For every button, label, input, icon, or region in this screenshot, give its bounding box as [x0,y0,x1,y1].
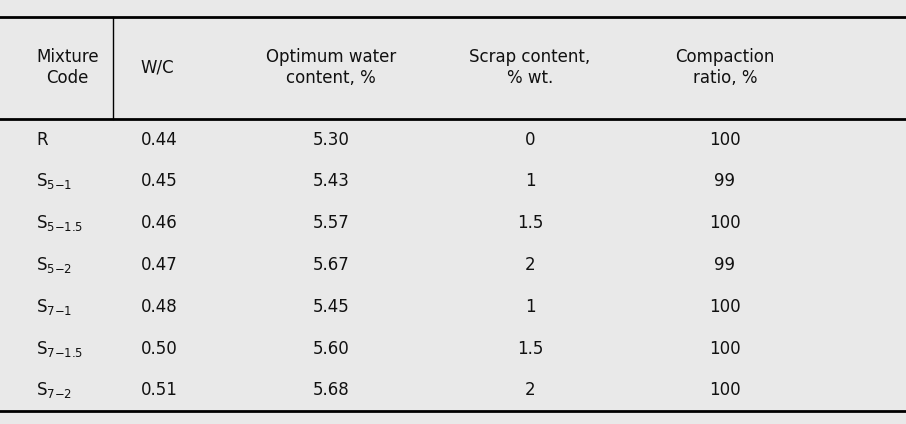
Text: 1.5: 1.5 [516,214,544,232]
Text: 100: 100 [709,298,740,316]
Text: 2: 2 [525,256,535,274]
Text: $\mathsf{S}_{7\mathsf{-}1}$: $\mathsf{S}_{7\mathsf{-}1}$ [36,297,72,317]
Text: 0.44: 0.44 [140,131,178,149]
Text: R: R [36,131,48,149]
Text: Mixture
Code: Mixture Code [36,48,99,87]
Text: W/C: W/C [140,59,174,77]
Text: 5.68: 5.68 [313,381,349,399]
Text: Optimum water
content, %: Optimum water content, % [265,48,396,87]
Text: 100: 100 [709,214,740,232]
Text: 5.45: 5.45 [313,298,349,316]
Text: 100: 100 [709,381,740,399]
Text: 5.60: 5.60 [313,340,349,357]
Text: 0.47: 0.47 [140,256,178,274]
Text: Compaction
ratio, %: Compaction ratio, % [675,48,775,87]
Text: 1: 1 [525,298,535,316]
Text: $\mathsf{S}_{7\mathsf{-}2}$: $\mathsf{S}_{7\mathsf{-}2}$ [36,380,72,400]
Text: 1: 1 [525,173,535,190]
Text: Scrap content,
% wt.: Scrap content, % wt. [469,48,591,87]
Text: 5.67: 5.67 [313,256,349,274]
Text: 0.51: 0.51 [140,381,178,399]
Text: 100: 100 [709,131,740,149]
Text: $\mathsf{S}_{5\mathsf{-}2}$: $\mathsf{S}_{5\mathsf{-}2}$ [36,255,72,275]
Text: 100: 100 [709,340,740,357]
Text: 0.45: 0.45 [140,173,178,190]
Text: $\mathsf{S}_{7\mathsf{-}1.5}$: $\mathsf{S}_{7\mathsf{-}1.5}$ [36,339,83,359]
Text: 5.57: 5.57 [313,214,349,232]
Text: 0: 0 [525,131,535,149]
Text: 99: 99 [714,173,736,190]
Text: 2: 2 [525,381,535,399]
Text: 99: 99 [714,256,736,274]
Text: 0.50: 0.50 [140,340,178,357]
Text: 5.30: 5.30 [313,131,349,149]
Text: 0.48: 0.48 [140,298,178,316]
Text: $\mathsf{S}_{5\mathsf{-}1.5}$: $\mathsf{S}_{5\mathsf{-}1.5}$ [36,213,83,233]
Text: $\mathsf{S}_{5\mathsf{-}1}$: $\mathsf{S}_{5\mathsf{-}1}$ [36,171,72,191]
Text: 0.46: 0.46 [140,214,178,232]
Text: 1.5: 1.5 [516,340,544,357]
Text: 5.43: 5.43 [313,173,349,190]
